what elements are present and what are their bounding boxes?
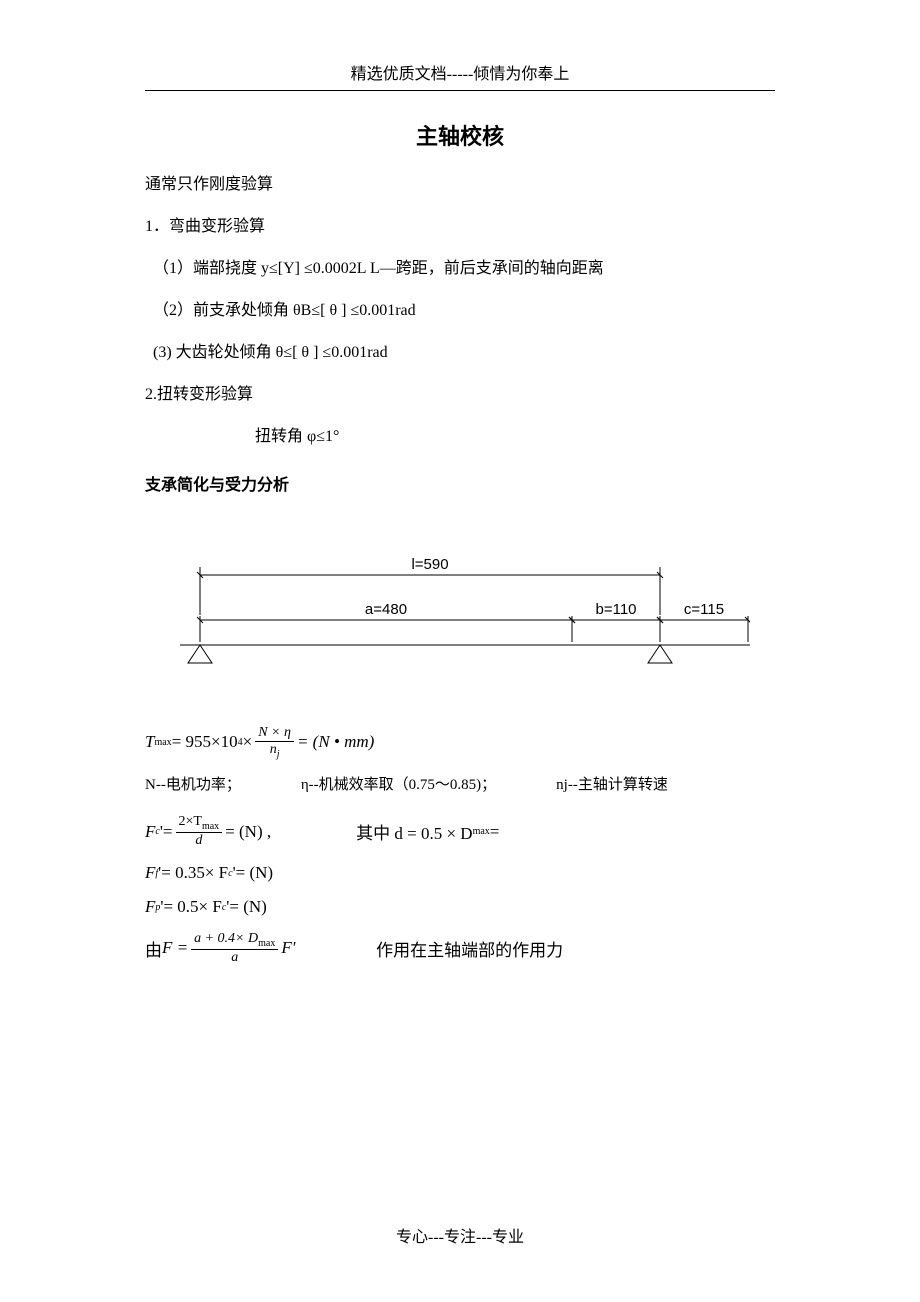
f3-end: '= (N) bbox=[233, 863, 274, 883]
sec1-item1: （1）端部挠度 y≤[Y] ≤0.0002L L—跨距，前后支承间的轴向距离 bbox=[145, 257, 775, 281]
f4-end: '= (N) bbox=[226, 897, 267, 917]
formula-note1: N--电机功率； η--机械效率取（0.75～0.85)； nj--主轴计算转速 bbox=[145, 774, 775, 797]
f5-lhs: F = bbox=[162, 938, 188, 958]
beam-svg: l=590 a=480 b=110 c=115 bbox=[170, 525, 750, 685]
svg-text:c=115: c=115 bbox=[684, 601, 724, 618]
svg-text:b=110: b=110 bbox=[595, 601, 636, 618]
f5-spacer bbox=[295, 938, 376, 958]
sec1-item3: (3) 大齿轮处倾角 θ≤[ θ ] ≤0.001rad bbox=[145, 341, 775, 365]
f4-lhs: F bbox=[145, 897, 155, 917]
sec2-heading: 2.扭转变形验算 bbox=[145, 383, 775, 407]
f4-rhs: '= 0.5× F bbox=[160, 897, 221, 917]
formula-ff: Ff '= 0.35× Fc '= (N) bbox=[145, 863, 775, 883]
formula-f: 由 F = a + 0.4× Dmax a F' 作用在主轴端部的作用力 bbox=[145, 931, 775, 966]
intro-text: 通常只作刚度验算 bbox=[145, 173, 775, 197]
f1-den-sub: j bbox=[277, 749, 280, 760]
f2-mid-sub: max bbox=[473, 826, 490, 837]
sec3-title: 支承简化与受力分析 bbox=[145, 471, 775, 495]
formula-tmax: Tmax = 955×104 × N × η nj = (N • mm) bbox=[145, 725, 775, 760]
svg-text:l=590: l=590 bbox=[411, 556, 448, 573]
f2-num-sub: max bbox=[202, 821, 219, 832]
formula-fp: Fp '= 0.5× Fc '= (N) bbox=[145, 897, 775, 917]
f1-pre: = 955×10 bbox=[172, 732, 238, 752]
f5-num: a + 0.4× D bbox=[194, 931, 258, 946]
f1-mid: × bbox=[243, 732, 253, 752]
f5-note: 作用在主轴端部的作用力 bbox=[376, 936, 563, 961]
note1-b: η--机械效率取（0.75～0.85)； bbox=[301, 774, 496, 797]
formula-fc: Fc '= 2×Tmax d = (N) , 其中 d = 0.5 × Dmax… bbox=[145, 814, 775, 849]
f2-rhs: = (N) , bbox=[225, 822, 271, 842]
f2-apos: '= bbox=[160, 822, 173, 842]
f1-den: n bbox=[270, 742, 277, 757]
f3-rhs: '= 0.35× F bbox=[158, 863, 228, 883]
f2-den: d bbox=[192, 833, 205, 849]
f2-num: 2×T bbox=[179, 814, 202, 829]
f2-end: = bbox=[490, 822, 500, 842]
f5-num-sub: max bbox=[258, 938, 275, 949]
sec1-heading: 1．弯曲变形验算 bbox=[145, 215, 775, 239]
f2-lhs: F bbox=[145, 822, 155, 842]
f1-lhs-sub: max bbox=[154, 737, 171, 748]
f5-den: a bbox=[228, 950, 241, 966]
page-header: 精选优质文档-----倾情为你奉上 bbox=[145, 60, 775, 91]
beam-diagram: l=590 a=480 b=110 c=115 bbox=[145, 525, 775, 685]
f3-lhs: F bbox=[145, 863, 155, 883]
note1-c: nj--主轴计算转速 bbox=[556, 774, 668, 797]
f1-rhs: = (N • mm) bbox=[297, 732, 374, 752]
f1-num: N × η bbox=[255, 725, 294, 742]
svg-text:a=480: a=480 bbox=[365, 601, 407, 618]
f2-spacer bbox=[271, 822, 356, 842]
page-title: 主轴校核 bbox=[145, 119, 775, 151]
f5-pre: 由 bbox=[145, 936, 162, 961]
sec1-item2: （2）前支承处倾角 θB≤[ θ ] ≤0.001rad bbox=[145, 299, 775, 323]
f1-lhs: T bbox=[145, 732, 154, 752]
f2-mid: 其中 d = 0.5 × D bbox=[356, 819, 472, 844]
sec2-item: 扭转角 φ≤1° bbox=[145, 425, 775, 449]
f5-rhs: F' bbox=[281, 938, 295, 958]
note1-a: N--电机功率； bbox=[145, 774, 241, 797]
page-footer: 专心---专注---专业 bbox=[0, 1223, 920, 1247]
